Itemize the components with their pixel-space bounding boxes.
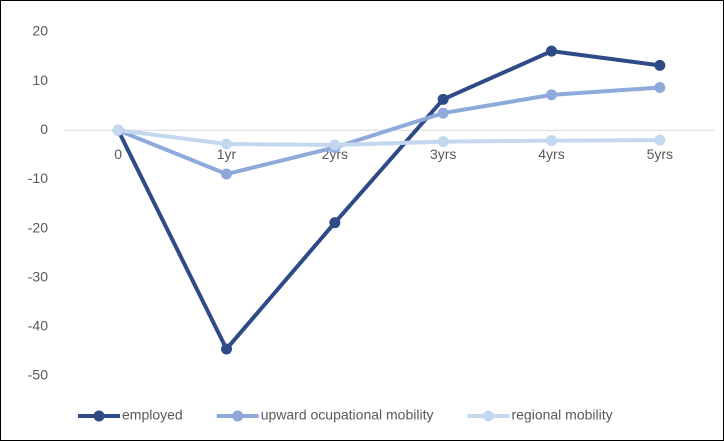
legend-marker (232, 410, 244, 422)
y-tick-label: -20 (28, 219, 48, 235)
x-tick-label: 5yrs (647, 146, 673, 162)
y-tick-label: 20 (32, 23, 48, 39)
data-point (654, 59, 666, 71)
y-tick-label: -50 (28, 367, 48, 383)
y-tick-label: 0 (40, 121, 48, 137)
data-point (546, 135, 557, 147)
y-tick-label: -10 (28, 170, 48, 186)
data-point (546, 89, 557, 101)
data-point (221, 138, 232, 150)
data-point (437, 136, 449, 148)
legend-label: upward ocupational mobility (261, 407, 434, 423)
series-line (117, 128, 660, 148)
legend-marker (93, 410, 105, 422)
x-tick-label: 3yrs (430, 146, 456, 162)
data-point (654, 134, 666, 146)
data-point (437, 93, 449, 105)
x-tick-label: 4yrs (538, 146, 564, 162)
data-point (329, 217, 341, 229)
y-tick-label: -30 (28, 268, 48, 284)
data-point (329, 139, 341, 151)
series-line (116, 49, 661, 351)
legend-label: regional mobility (511, 407, 612, 423)
y-tick-label: -40 (28, 318, 48, 334)
data-point (654, 82, 666, 94)
data-point (221, 343, 232, 355)
data-point (221, 168, 232, 180)
data-point (437, 107, 449, 119)
series-line (117, 85, 660, 177)
y-tick-label: 10 (32, 72, 48, 88)
data-point (112, 124, 124, 136)
legend-marker (482, 410, 494, 422)
legend-label: employed (122, 407, 183, 423)
data-point (546, 45, 557, 57)
x-tick-label: 1yr (217, 146, 237, 162)
x-tick-label: 0 (114, 146, 122, 162)
